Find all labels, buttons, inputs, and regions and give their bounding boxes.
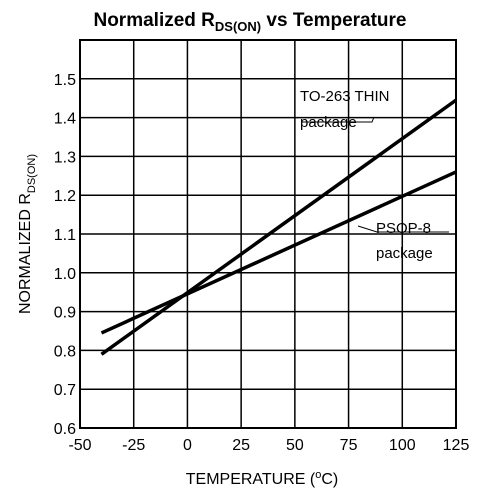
- annotation-leader-0: [301, 116, 375, 123]
- x-axis-label: TEMPERATURE (oC): [186, 469, 339, 488]
- x-tick-label: -25: [122, 437, 145, 454]
- x-axis-label-rest: C): [321, 471, 338, 488]
- series-line-1: [100, 170, 457, 335]
- chart-title-subscript: DS(ON): [215, 19, 261, 34]
- y-tick-label: 1.0: [54, 266, 76, 283]
- annotation-text-psop8: package: [376, 245, 433, 262]
- x-tick-labels: -50 -25 0 25 50 75 100 125: [68, 437, 469, 454]
- x-tick-label: 75: [340, 437, 358, 454]
- x-tick-label: 50: [286, 437, 304, 454]
- annotation-text-to263: TO-263 THIN: [300, 88, 389, 105]
- y-tick-label: 1.1: [54, 227, 76, 244]
- y-tick-labels: 0.6 0.7 0.8 0.9 1.0 1.1 1.2 1.3 1.4 1.5: [54, 72, 76, 438]
- x-tick-label: 25: [232, 437, 250, 454]
- annotation-text-to263: package: [300, 114, 357, 131]
- y-tick-label: 1.2: [54, 188, 76, 205]
- y-tick-label: 0.9: [54, 305, 76, 322]
- y-axis-label-subscript: DS(ON): [26, 154, 38, 193]
- x-tick-label: 100: [389, 437, 416, 454]
- annotation-text-psop8: PSOP-8: [376, 220, 431, 237]
- y-tick-label: 0.7: [54, 382, 76, 399]
- chart-title-main: Normalized R: [93, 10, 215, 31]
- y-tick-label: 0.6: [54, 421, 76, 438]
- x-axis-label-superscript: o: [315, 469, 321, 481]
- annotations: TO-263 THIN package PSOP-8 package: [300, 88, 449, 262]
- x-axis-label-main: TEMPERATURE (: [186, 471, 316, 488]
- x-tick-label: 0: [183, 437, 192, 454]
- y-axis-label: NORMALIZED RDS(ON): [17, 154, 38, 314]
- series-line-0: [100, 98, 458, 356]
- y-tick-label: 1.3: [54, 149, 76, 166]
- chart-title-rest: vs Temperature: [261, 10, 406, 31]
- series-lines: [100, 98, 458, 356]
- annotation-leader-1: [357, 225, 449, 233]
- y-tick-label: 0.8: [54, 343, 76, 360]
- plot-frame: [79, 39, 457, 429]
- y-axis-label-main: NORMALIZED R: [17, 193, 34, 314]
- x-tick-label: 125: [443, 437, 470, 454]
- x-tick-label: -50: [68, 437, 91, 454]
- y-tick-label: 1.5: [54, 72, 76, 89]
- chart-title: Normalized RDS(ON) vs Temperature: [93, 10, 406, 34]
- y-tick-label: 1.4: [54, 111, 76, 128]
